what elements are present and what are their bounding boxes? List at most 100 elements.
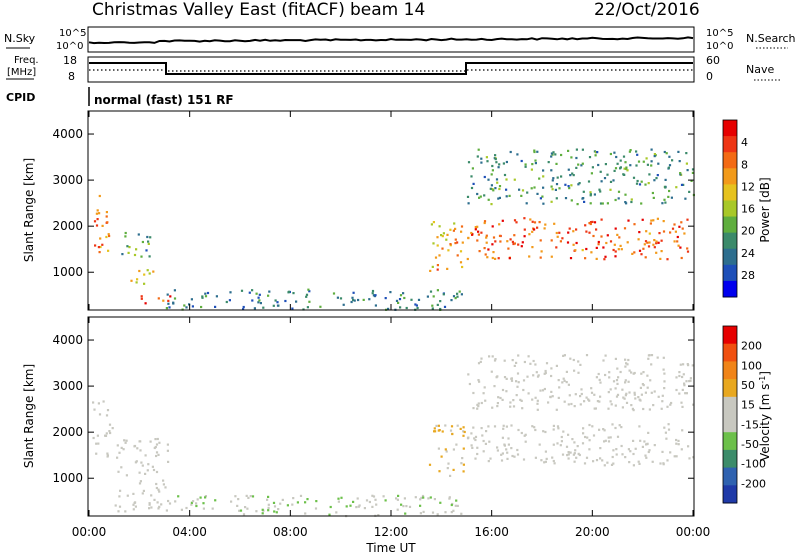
velocity-echo-cell xyxy=(544,430,547,434)
velocity-echo-cell xyxy=(673,455,676,458)
velocity-echo-cell xyxy=(478,380,481,383)
power-ylabel: Slant Range [km] xyxy=(22,158,36,262)
power-echo-cell xyxy=(276,304,280,307)
velocity-echo-cell xyxy=(105,414,109,417)
velocity-echo-cell xyxy=(134,501,137,504)
velocity-echo-cell xyxy=(168,502,172,505)
velocity-echo-cell xyxy=(599,381,602,384)
velocity-echo-cell xyxy=(185,506,188,510)
velocity-echo-cell xyxy=(685,380,688,383)
velocity-echo-cell xyxy=(609,436,612,439)
velocity-echo-cell xyxy=(477,379,480,382)
velocity-echo-cell xyxy=(687,445,690,448)
velocity-echo-cell xyxy=(433,427,436,430)
power-echo-cell xyxy=(98,194,101,198)
velocity-echo-cell xyxy=(230,500,233,503)
velocity-echo-cell xyxy=(596,400,599,403)
velocity-echo-cell xyxy=(633,393,636,396)
power-echo-cell xyxy=(609,240,613,243)
power-colorbar-tick-label: 8 xyxy=(741,158,748,171)
power-echo-cell xyxy=(594,151,598,154)
velocity-echo-cell xyxy=(503,376,507,379)
power-echo-cell xyxy=(258,299,261,302)
velocity-echo-cell xyxy=(141,492,144,495)
power-echo-cell xyxy=(526,191,529,194)
velocity-echo-cell xyxy=(557,427,560,430)
power-echo-cell xyxy=(442,293,445,296)
power-echo-cell xyxy=(262,306,265,309)
velocity-echo-cell xyxy=(490,370,493,373)
velocity-echo-cell xyxy=(511,359,514,362)
velocity-echo-cell xyxy=(661,394,664,397)
power-echo-cell xyxy=(432,295,435,298)
velocity-echo-cell xyxy=(516,372,520,375)
power-echo-cell xyxy=(513,234,516,237)
velocity-echo-cell xyxy=(640,393,643,396)
velocity-echo-cell xyxy=(267,506,270,509)
velocity-echo-cell xyxy=(607,440,611,443)
velocity-echo-cell xyxy=(93,408,96,411)
power-echo-cell xyxy=(647,245,651,248)
power-echo-cell xyxy=(660,250,663,253)
power-echo-cell xyxy=(461,265,464,269)
power-echo-cell xyxy=(130,279,133,282)
power-echo-cell xyxy=(127,251,130,254)
velocity-echo-cell xyxy=(267,503,270,506)
power-echo-cell xyxy=(460,293,463,296)
velocity-echo-cell xyxy=(481,434,484,437)
power-echo-cell xyxy=(126,245,129,248)
power-echo-cell xyxy=(599,202,603,205)
power-echo-cell xyxy=(597,163,600,167)
power-echo-cell xyxy=(555,162,558,165)
velocity-echo-cell xyxy=(563,379,566,382)
velocity-echo-cell xyxy=(572,453,575,456)
power-echo-cell xyxy=(601,202,604,205)
velocity-echo-cell xyxy=(472,407,475,410)
velocity-echo-cell xyxy=(593,393,596,396)
velocity-echo-cell xyxy=(503,444,506,447)
velocity-echo-cell xyxy=(329,505,332,509)
velocity-echo-cell xyxy=(149,440,152,443)
power-echo-cell xyxy=(498,234,502,237)
power-echo-cell xyxy=(145,249,148,252)
velocity-echo-cell xyxy=(476,446,479,449)
power-colorbar-bin xyxy=(723,248,737,266)
cpid-program: normal (fast) 151 RF xyxy=(94,93,234,107)
velocity-echo-cell xyxy=(506,451,509,454)
power-echo-cell xyxy=(589,193,592,196)
velocity-echo-cell xyxy=(634,447,637,450)
power-echo-cell xyxy=(204,295,208,298)
power-echo-cell xyxy=(487,198,490,201)
power-echo-cell xyxy=(108,234,111,238)
velocity-echo-cell xyxy=(448,497,451,500)
velocity-echo-cell xyxy=(395,497,398,500)
power-echo-cell xyxy=(625,166,628,169)
velocity-echo-cell xyxy=(454,504,457,507)
velocity-echo-cell xyxy=(577,371,580,374)
power-echo-cell xyxy=(547,161,550,164)
velocity-echo-cell xyxy=(573,460,576,463)
power-echo-cell xyxy=(618,236,621,239)
velocity-echo-cell xyxy=(480,401,483,405)
power-echo-cell xyxy=(487,248,490,251)
velocity-echo-cell xyxy=(496,446,499,449)
velocity-echo-cell xyxy=(641,445,644,448)
power-echo-cell xyxy=(502,162,505,165)
power-echo-cell xyxy=(581,249,584,252)
velocity-echo-cell xyxy=(628,369,631,372)
velocity-echo-cell xyxy=(602,359,605,362)
velocity-echo-cell xyxy=(484,399,487,402)
power-echo-cell xyxy=(460,230,463,233)
velocity-echo-cell xyxy=(396,498,399,501)
velocity-echo-cell xyxy=(667,428,671,431)
power-echo-cell xyxy=(653,179,656,182)
velocity-echo-cell xyxy=(365,499,369,502)
velocity-echo-cell xyxy=(536,375,540,378)
velocity-echo-cell xyxy=(588,399,591,402)
power-echo-cell xyxy=(550,255,553,258)
velocity-echo-cell xyxy=(340,496,343,499)
velocity-echo-cell xyxy=(485,430,488,433)
power-echo-cell xyxy=(121,253,124,256)
velocity-echo-cell xyxy=(428,463,432,466)
power-echo-cell xyxy=(595,246,598,249)
